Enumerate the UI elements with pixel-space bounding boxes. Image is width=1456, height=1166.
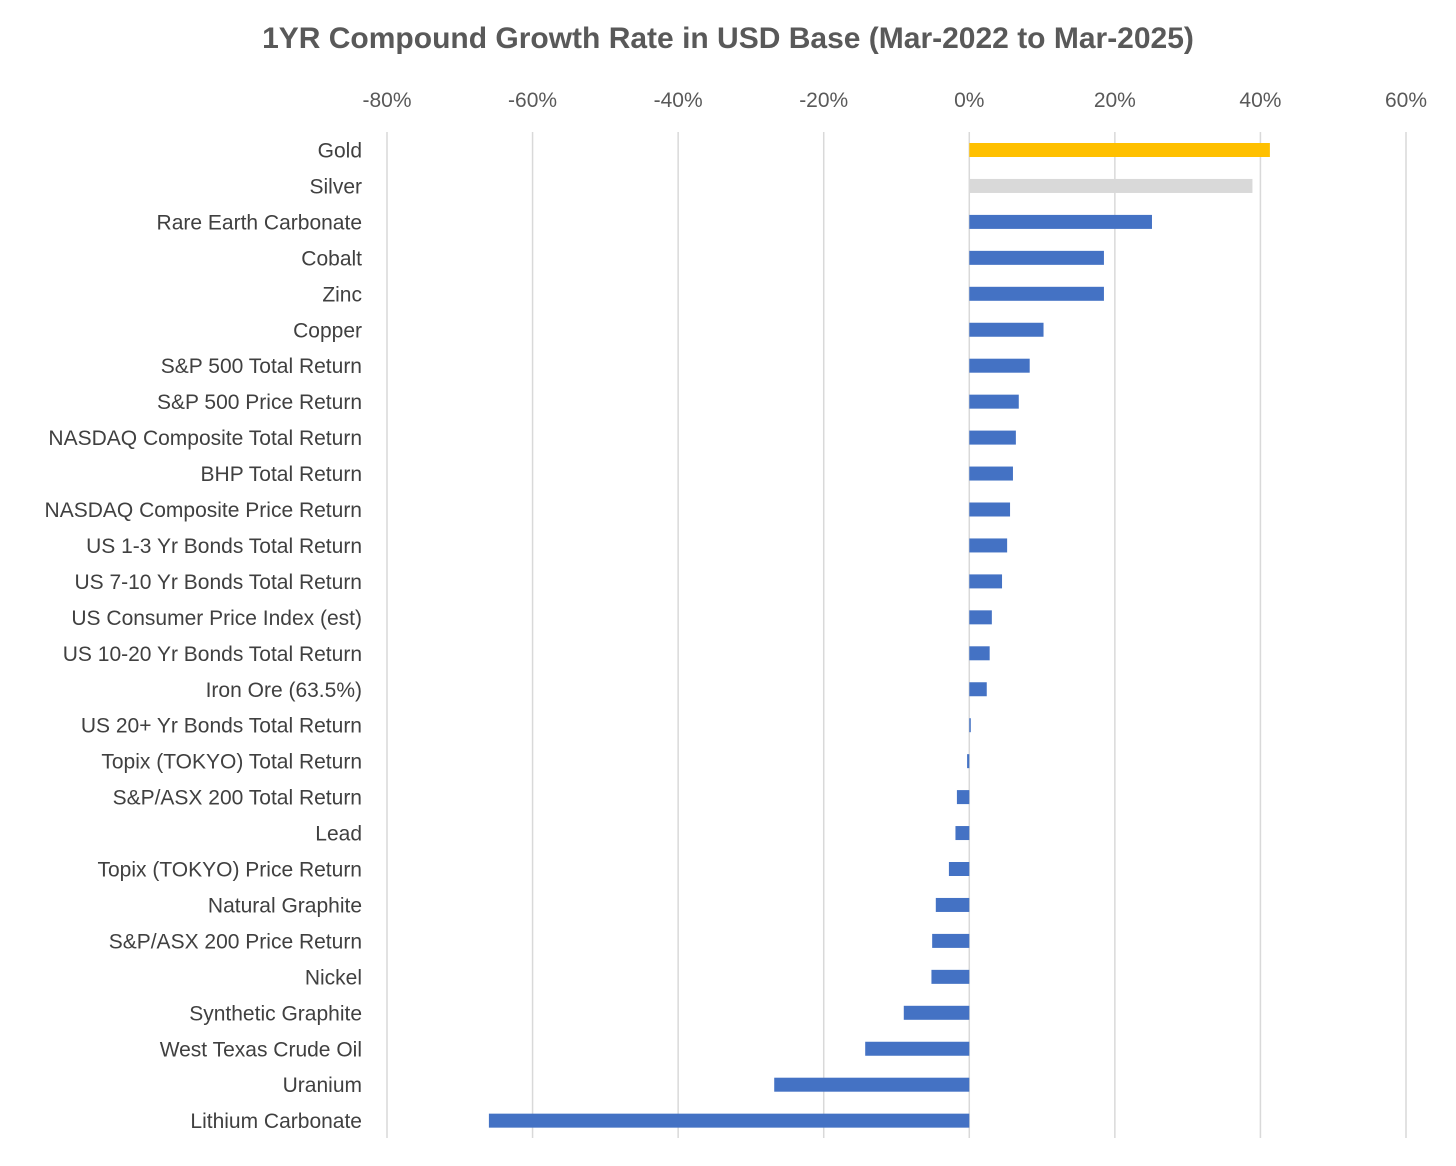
category-label-topix-tokyo-price-return: Topix (TOKYO) Price Return (97, 859, 362, 882)
category-label-bhp-total-return: BHP Total Return (201, 463, 362, 486)
category-label-silver: Silver (309, 175, 362, 198)
category-labels: Gold Silver Rare Earth Carbonate Cobalt Zinc… (45, 140, 363, 1134)
bar-us-20-yr-bonds-total-return (969, 718, 971, 733)
bar-bhp-total-return (969, 466, 1013, 481)
chart-title: 1YR Compound Growth Rate in USD Base (Ma… (262, 22, 1194, 55)
bar-topix-tokyo-price-return (948, 862, 970, 876)
bar-silver (969, 178, 1253, 193)
category-label-us-7-10-yr-bonds-total-return: US 7-10 Yr Bonds Total Return (74, 571, 362, 594)
category-label-nasdaq-composite-total-return: NASDAQ Composite Total Return (48, 427, 362, 450)
bar-gold (969, 143, 1270, 157)
category-label-cobalt: Cobalt (301, 247, 362, 270)
bar-west-texas-crude-oil (865, 1041, 970, 1056)
bar-us-1-3-yr-bonds-total-return (969, 538, 1008, 553)
category-label-us-10-20-yr-bonds-total-return: US 10-20 Yr Bonds Total Return (63, 643, 362, 666)
bar-us-consumer-price-index-est (969, 610, 992, 625)
gridlines (386, 132, 1407, 1138)
bar-s-p-500-price-return (969, 394, 1019, 409)
x-tick-label: 60% (1385, 89, 1427, 112)
bar-s-p-500-total-return (969, 358, 1030, 373)
category-label-natural-graphite: Natural Graphite (208, 894, 362, 917)
bar-cobalt (969, 250, 1104, 265)
bar-synthetic-graphite (903, 1005, 970, 1020)
category-label-zinc: Zinc (322, 283, 362, 306)
bar-rare-earth-carbonate (969, 214, 1152, 229)
bar-uranium (774, 1077, 970, 1092)
category-label-us-consumer-price-index-est: US Consumer Price Index (est) (71, 607, 362, 630)
category-label-uranium: Uranium (283, 1074, 362, 1097)
bar-nasdaq-composite-total-return (969, 430, 1016, 445)
x-tick-label: -20% (799, 89, 848, 112)
category-label-rare-earth-carbonate: Rare Earth Carbonate (157, 211, 362, 234)
category-label-gold: Gold (318, 140, 362, 163)
x-tick-label: -60% (508, 89, 557, 112)
x-tick-label: -40% (654, 89, 703, 112)
bar-iron-ore-63-5 (969, 682, 987, 697)
x-tick-label: 0% (954, 89, 984, 112)
category-label-nasdaq-composite-price-return: NASDAQ Composite Price Return (45, 499, 362, 522)
bar-us-10-20-yr-bonds-total-return (969, 646, 990, 661)
bar-lithium-carbonate (488, 1113, 970, 1128)
category-label-iron-ore-63-5: Iron Ore (63.5%) (206, 679, 362, 702)
bar-s-p-asx-200-total-return (956, 790, 970, 805)
category-label-west-texas-crude-oil: West Texas Crude Oil (160, 1038, 362, 1061)
category-label-s-p-asx-200-total-return: S&P/ASX 200 Total Return (113, 787, 362, 810)
category-label-copper: Copper (293, 319, 362, 342)
category-label-lead: Lead (315, 823, 362, 846)
bar-natural-graphite (935, 897, 970, 912)
category-label-us-1-3-yr-bonds-total-return: US 1-3 Yr Bonds Total Return (86, 535, 362, 558)
bar-s-p-asx-200-price-return (932, 933, 970, 948)
x-tick-label: -80% (362, 89, 411, 112)
category-label-us-20-yr-bonds-total-return: US 20+ Yr Bonds Total Return (81, 715, 362, 738)
bar-lead (955, 826, 970, 841)
category-label-s-p-asx-200-price-return: S&P/ASX 200 Price Return (109, 930, 362, 953)
x-axis-tick-labels: -80% -60% -40% -20% 0% 20% 40% 60% (362, 89, 1427, 112)
category-label-s-p-500-total-return: S&P 500 Total Return (161, 355, 362, 378)
category-label-nickel: Nickel (305, 966, 362, 989)
x-tick-label: 40% (1239, 89, 1281, 112)
category-label-lithium-carbonate: Lithium Carbonate (190, 1110, 362, 1133)
bars (488, 143, 1270, 1128)
bar-topix-tokyo-total-return (967, 754, 970, 769)
x-tick-label: 20% (1094, 89, 1136, 112)
category-label-synthetic-graphite: Synthetic Graphite (189, 1002, 362, 1025)
bar-copper (969, 322, 1044, 337)
bar-nasdaq-composite-price-return (969, 502, 1011, 517)
bar-nickel (931, 969, 970, 984)
category-label-s-p-500-price-return: S&P 500 Price Return (157, 391, 362, 414)
category-label-topix-tokyo-total-return: Topix (TOKYO) Total Return (101, 751, 362, 774)
bar-zinc (969, 286, 1104, 301)
bar-us-7-10-yr-bonds-total-return (969, 574, 1003, 589)
